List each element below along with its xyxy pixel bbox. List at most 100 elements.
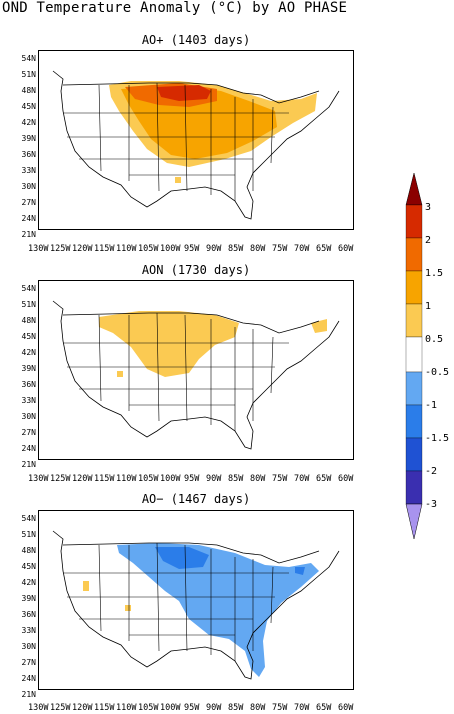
lat-label: 36N xyxy=(21,150,36,159)
lon-label: 70W xyxy=(294,474,310,484)
lat-label: 45N xyxy=(21,102,36,111)
lon-label: 100W xyxy=(160,244,181,254)
lat-label: 42N xyxy=(21,348,36,357)
lon-label: 125W xyxy=(50,474,71,484)
lon-label: 65W xyxy=(316,474,332,484)
lon-label: 115W xyxy=(94,474,115,484)
lat-label: 42N xyxy=(21,118,36,127)
lat-label: 27N xyxy=(21,428,36,437)
lon-label: 100W xyxy=(160,703,181,713)
lat-label: 21N xyxy=(21,230,36,239)
lat-label: 54N xyxy=(21,514,36,523)
lon-label: 125W xyxy=(50,703,71,713)
lon-label: 105W xyxy=(138,474,159,484)
lon-label: 90W xyxy=(206,703,222,713)
lon-label: 80W xyxy=(250,474,266,484)
colorbar-segment xyxy=(405,270,423,305)
colorbar-segment xyxy=(405,336,423,373)
colorbar-segment xyxy=(405,303,423,338)
colorbar-label: -3 xyxy=(425,499,438,510)
lon-label: 75W xyxy=(272,703,288,713)
lat-label: 27N xyxy=(21,198,36,207)
lon-label: 130W xyxy=(28,703,49,713)
lat-label: 36N xyxy=(21,610,36,619)
lon-label: 65W xyxy=(316,703,332,713)
lat-label: 21N xyxy=(21,690,36,699)
lon-label: 95W xyxy=(184,244,200,254)
lon-label: 120W xyxy=(72,244,93,254)
colorbar-segment xyxy=(405,437,423,472)
lat-label: 30N xyxy=(21,412,36,421)
lon-label: 115W xyxy=(94,703,115,713)
lat-label: 48N xyxy=(21,546,36,555)
lat-label: 21N xyxy=(21,460,36,469)
lon-label: 95W xyxy=(184,703,200,713)
colorbar-label: -1 xyxy=(425,400,438,411)
lon-label: 60W xyxy=(338,474,354,484)
lat-label: 51N xyxy=(21,70,36,79)
lat-label: 51N xyxy=(21,530,36,539)
figure-title: OND Temperature Anomaly (°C) by AO PHASE xyxy=(2,0,348,16)
lon-label: 80W xyxy=(250,703,266,713)
colorbar-label: 1 xyxy=(425,301,432,312)
lon-label: 85W xyxy=(228,703,244,713)
panel-title-ao-negative: AO− (1467 days) xyxy=(141,492,251,506)
map-ao-positive xyxy=(38,50,354,230)
lat-label: 39N xyxy=(21,134,36,143)
colorbar-segment xyxy=(405,470,423,505)
lat-label: 42N xyxy=(21,578,36,587)
map-ao-neutral xyxy=(38,280,354,460)
lon-label: 115W xyxy=(94,244,115,254)
lon-label: 110W xyxy=(116,474,137,484)
lat-label: 24N xyxy=(21,674,36,683)
lat-label: 45N xyxy=(21,332,36,341)
panel-title-ao-neutral: AON (1730 days) xyxy=(141,263,251,277)
lat-label: 33N xyxy=(21,166,36,175)
lon-label: 90W xyxy=(206,244,222,254)
panel-title-ao-positive: AO+ (1403 days) xyxy=(141,33,251,47)
lat-label: 39N xyxy=(21,364,36,373)
lon-label: 75W xyxy=(272,474,288,484)
colorbar-label: -1.5 xyxy=(425,433,450,444)
lon-label: 120W xyxy=(72,474,93,484)
lon-label: 125W xyxy=(50,244,71,254)
lat-label: 30N xyxy=(21,642,36,651)
lon-label: 90W xyxy=(206,474,222,484)
lon-label: 100W xyxy=(160,474,181,484)
colorbar xyxy=(405,173,423,540)
lat-label: 30N xyxy=(21,182,36,191)
lon-label: 70W xyxy=(294,244,310,254)
lat-label: 54N xyxy=(21,284,36,293)
lon-label: 60W xyxy=(338,244,354,254)
map-ao-negative xyxy=(38,510,354,690)
colorbar-segment xyxy=(405,404,423,439)
lat-label: 24N xyxy=(21,444,36,453)
lat-label: 48N xyxy=(21,86,36,95)
lon-label: 85W xyxy=(228,474,244,484)
lon-label: 85W xyxy=(228,244,244,254)
lon-label: 110W xyxy=(116,244,137,254)
colorbar-cap-top xyxy=(405,173,423,206)
lon-label: 95W xyxy=(184,474,200,484)
lat-label: 36N xyxy=(21,380,36,389)
lat-label: 54N xyxy=(21,54,36,63)
lat-label: 45N xyxy=(21,562,36,571)
colorbar-cap-bottom xyxy=(405,503,423,540)
lat-label: 39N xyxy=(21,594,36,603)
lat-label: 48N xyxy=(21,316,36,325)
lon-label: 130W xyxy=(28,474,49,484)
lon-label: 70W xyxy=(294,703,310,713)
colorbar-segment xyxy=(405,237,423,272)
lon-label: 130W xyxy=(28,244,49,254)
lon-label: 65W xyxy=(316,244,332,254)
lon-label: 105W xyxy=(138,244,159,254)
lat-label: 24N xyxy=(21,214,36,223)
lon-label: 120W xyxy=(72,703,93,713)
lon-label: 105W xyxy=(138,703,159,713)
lat-label: 33N xyxy=(21,626,36,635)
colorbar-label: 1.5 xyxy=(425,268,444,279)
lon-label: 110W xyxy=(116,703,137,713)
lon-label: 60W xyxy=(338,703,354,713)
lat-label: 33N xyxy=(21,396,36,405)
colorbar-segment xyxy=(405,204,423,239)
